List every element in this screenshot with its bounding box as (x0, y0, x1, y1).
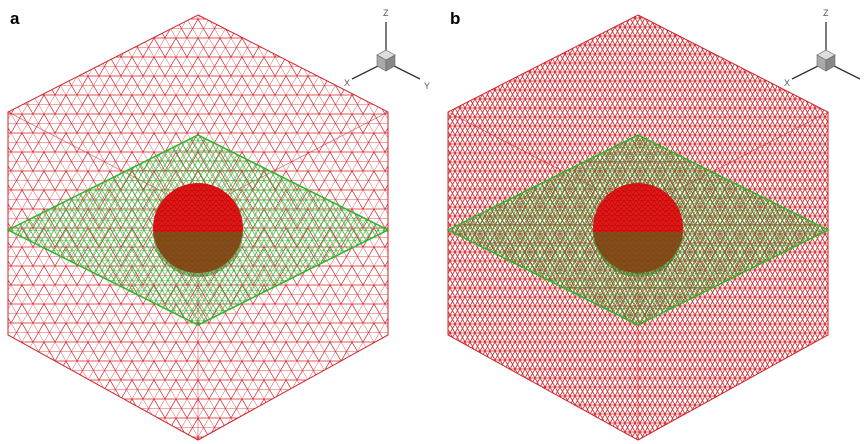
panel: a Z X Y (8, 8, 430, 440)
axis-triad: ZX (784, 8, 860, 88)
axis-label: Y (424, 81, 430, 91)
axis-label: X (344, 78, 350, 88)
axis-triad: Z X Y (344, 8, 430, 91)
panel-label: a (10, 9, 20, 28)
panel-label: b (450, 9, 460, 28)
axis-label: Z (823, 8, 829, 18)
axis-label: Z (383, 8, 389, 18)
axis-label: X (784, 78, 790, 88)
figure: aZXYbZX (0, 0, 865, 444)
